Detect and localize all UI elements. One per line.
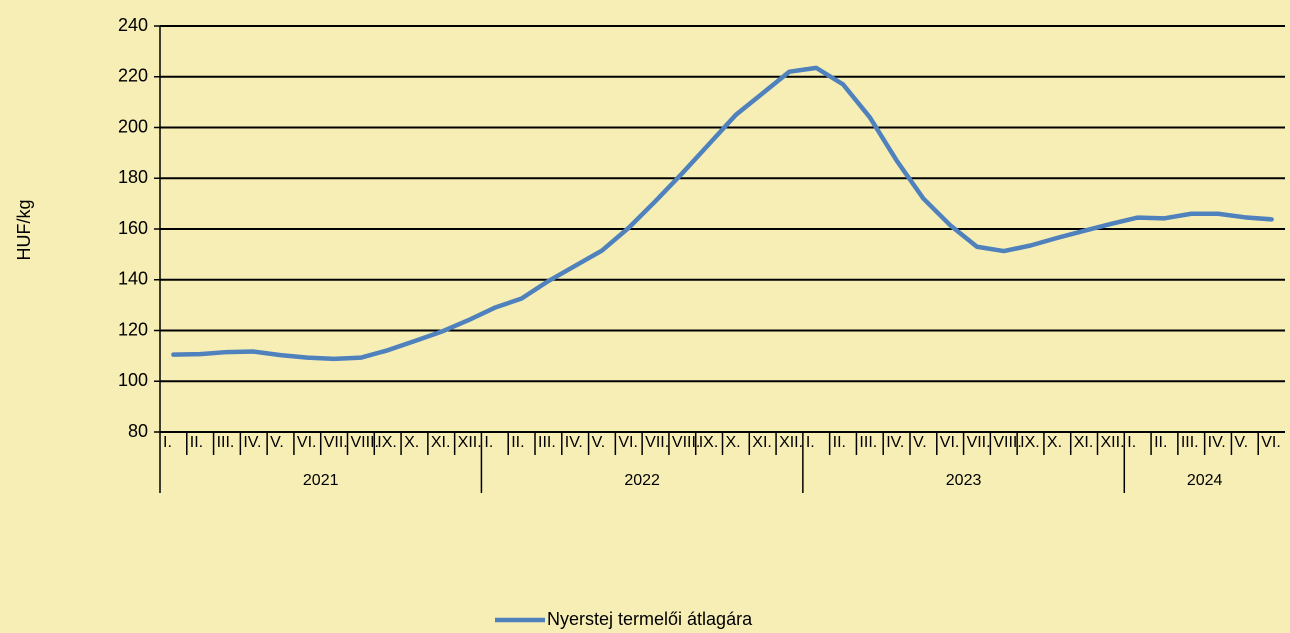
y-tick-label: 160	[118, 218, 148, 238]
x-tick-label: I.	[1127, 434, 1136, 451]
x-tick-label: VI.	[1261, 434, 1281, 451]
x-tick-label: IV.	[243, 434, 261, 451]
x-tick-label: X.	[1047, 434, 1062, 451]
x-tick-label: IX.	[377, 434, 397, 451]
x-tick-label: VII.	[645, 434, 669, 451]
x-tick-label: XI.	[1074, 434, 1094, 451]
legend-label: Nyerstej termelői átlagára	[547, 609, 753, 629]
y-tick-label: 180	[118, 167, 148, 187]
x-tick-label: VII.	[967, 434, 991, 451]
x-tick-label: IV.	[565, 434, 583, 451]
y-tick-label: 100	[118, 370, 148, 390]
x-tick-label: X.	[404, 434, 419, 451]
x-tick-label: V.	[592, 434, 606, 451]
x-tick-label: VIII.	[993, 434, 1021, 451]
x-tick-label: II.	[1154, 434, 1167, 451]
x-tick-label: III.	[1181, 434, 1199, 451]
data-line	[171, 65, 1274, 362]
x-tick-label: V.	[1234, 434, 1248, 451]
y-tick-label: 240	[118, 15, 148, 35]
y-axis-label: HUF/kg	[14, 199, 34, 260]
x-tick-label: XI.	[752, 434, 772, 451]
y-tick-label: 140	[118, 269, 148, 289]
x-tick-label: IV.	[1208, 434, 1226, 451]
x-group-label: 2021	[303, 472, 339, 489]
x-tick-label: VIII.	[351, 434, 379, 451]
x-tick-label: III.	[538, 434, 556, 451]
x-tick-label: II.	[190, 434, 203, 451]
x-tick-label: I.	[163, 434, 172, 451]
x-tick-label: V.	[270, 434, 284, 451]
x-tick-label: IX.	[699, 434, 719, 451]
x-group-label: 2023	[946, 472, 982, 489]
x-tick-label: IX.	[1020, 434, 1040, 451]
x-tick-label: I.	[484, 434, 493, 451]
y-tick-label: 80	[128, 421, 148, 441]
x-tick-label: VI.	[940, 434, 960, 451]
x-tick-label: V.	[913, 434, 927, 451]
x-tick-label: VI.	[297, 434, 317, 451]
x-tick-label: II.	[511, 434, 524, 451]
x-tick-label: III.	[217, 434, 235, 451]
x-tick-label: XI.	[431, 434, 451, 451]
x-tick-label: XII.	[779, 434, 803, 451]
x-tick-label: VI.	[618, 434, 638, 451]
x-tick-label: III.	[859, 434, 877, 451]
x-tick-label: VII.	[324, 434, 348, 451]
x-tick-label: X.	[726, 434, 741, 451]
y-tick-label: 200	[118, 116, 148, 136]
x-group-label: 2024	[1187, 472, 1223, 489]
x-tick-label: XII.	[458, 434, 482, 451]
x-tick-label: II.	[833, 434, 846, 451]
x-tick-label: VIII.	[672, 434, 700, 451]
x-tick-label: I.	[806, 434, 815, 451]
y-tick-label: 220	[118, 66, 148, 86]
y-tick-label: 120	[118, 319, 148, 339]
x-tick-label: XII.	[1101, 434, 1125, 451]
x-tick-label: IV.	[886, 434, 904, 451]
x-group-label: 2022	[624, 472, 660, 489]
